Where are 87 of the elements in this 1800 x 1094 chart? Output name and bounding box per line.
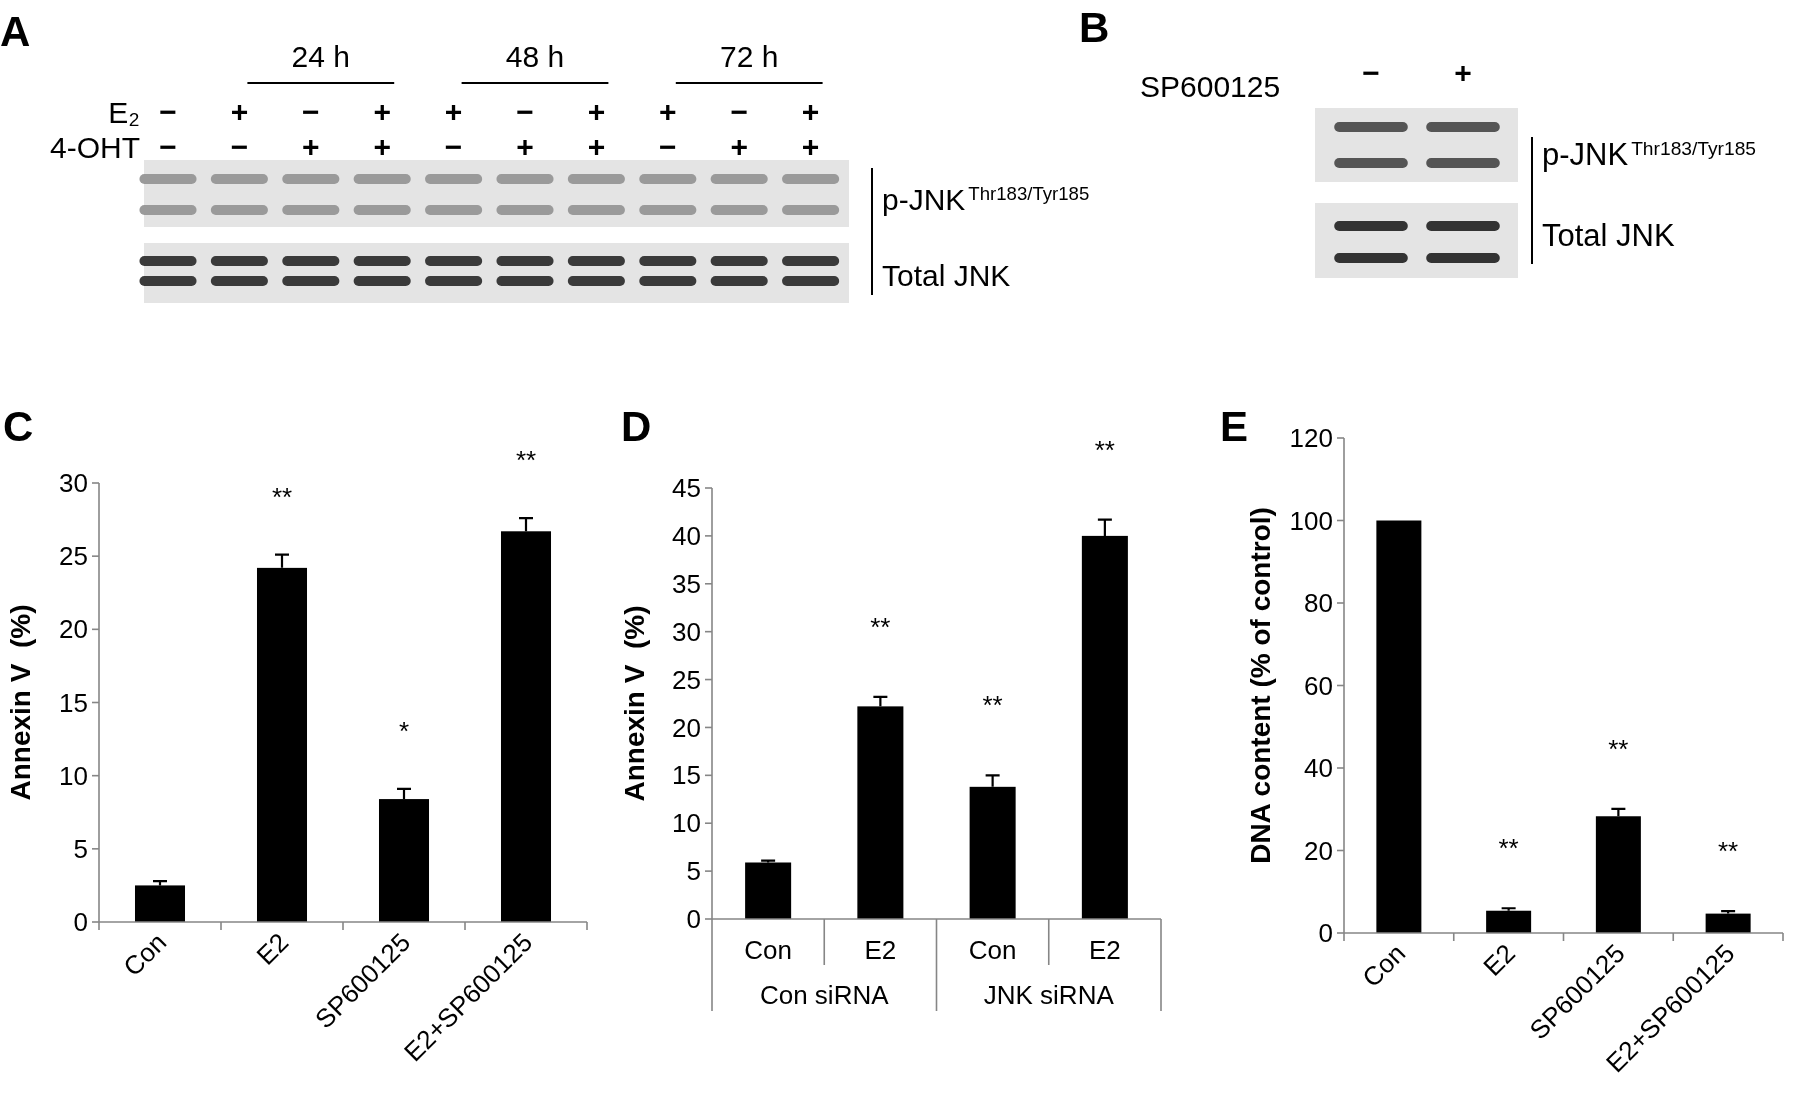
data-label: **: [515, 445, 537, 476]
text: JNK siRNA: [983, 980, 1115, 1010]
text: p-JNK$^{Thr183/Tyr185}$: [1542, 137, 1757, 172]
text: −: [302, 95, 320, 128]
text: +: [302, 130, 320, 163]
y-tick-label: 10: [59, 760, 88, 791]
text: −: [659, 130, 677, 163]
text: +: [801, 130, 820, 163]
text: −: [159, 95, 177, 128]
text: SP600125: [1140, 70, 1281, 103]
text: 4-OHT: [50, 131, 140, 164]
text: Con siRNA: [759, 980, 890, 1010]
x-tick-label: E2: [250, 927, 295, 971]
y-axis-title: Annexin V (%): [5, 604, 36, 801]
text: 72 h: [720, 40, 779, 73]
chart-title: C: [3, 403, 34, 450]
y-tick-label: 80: [1304, 588, 1333, 619]
chart-title: E: [1220, 403, 1249, 450]
text: +: [373, 130, 391, 163]
text: Total JNK: [882, 259, 1011, 292]
text: 48 h: [505, 40, 565, 73]
y-tick-label: 0: [73, 907, 88, 938]
x-tick-label: Con: [117, 927, 173, 982]
text: +: [516, 130, 534, 163]
bar: [745, 862, 792, 919]
y-tick-label: 20: [672, 712, 701, 743]
data-label: **: [1718, 836, 1739, 867]
text: −: [230, 130, 249, 163]
y-tick-label: 10: [672, 808, 701, 839]
y-tick-label: 15: [672, 760, 701, 791]
text: Total JNK: [1542, 218, 1675, 253]
y-tick-label: 35: [672, 568, 701, 599]
y-axis-title: Annexin V (%): [619, 605, 650, 802]
y-axis-title: DNA content (% of control): [1245, 507, 1276, 864]
bar: [1705, 913, 1751, 933]
text: −: [159, 130, 177, 163]
data-label: **: [870, 611, 891, 642]
x-tick-label: Con: [1356, 938, 1412, 993]
y-tick-label: 45: [672, 473, 701, 504]
y-tick-label: 60: [1304, 670, 1333, 701]
y-tick-label: 15: [59, 687, 88, 718]
text: −: [1362, 56, 1380, 89]
text: −: [444, 130, 463, 163]
y-tick-label: 20: [59, 614, 88, 645]
x-tick-label: Con: [744, 935, 792, 965]
text: +: [801, 95, 820, 128]
text: +: [373, 95, 391, 128]
y-tick-label: 40: [1304, 753, 1333, 784]
y-tick-label: 0: [686, 904, 701, 935]
y-tick-label: 5: [686, 856, 701, 887]
y-tick-label: 0: [1318, 918, 1333, 949]
text: +: [587, 95, 606, 128]
text: A: [0, 8, 31, 55]
text: p-JNK$^{Thr183/Tyr185}$: [882, 182, 1090, 216]
chart-title: D: [621, 403, 652, 450]
y-tick-label: 25: [672, 664, 701, 695]
y-tick-label: 40: [672, 520, 701, 551]
data-label: **: [271, 481, 293, 512]
text: +: [1454, 56, 1472, 89]
text: −: [516, 95, 534, 128]
y-tick-label: 25: [59, 541, 88, 572]
x-tick-label: E2: [864, 935, 897, 965]
bar: [1376, 520, 1422, 933]
x-tick-label: E2: [1477, 938, 1521, 982]
text: B: [1079, 4, 1110, 51]
data-label: **: [1498, 833, 1519, 864]
data-label: **: [1608, 733, 1629, 764]
bar: [1486, 910, 1532, 933]
data-label: **: [982, 690, 1003, 721]
y-tick-label: 100: [1289, 505, 1333, 536]
x-tick-label: E2: [1088, 935, 1121, 965]
text: +: [659, 95, 677, 128]
text: +: [444, 95, 463, 128]
y-tick-label: 120: [1289, 423, 1333, 454]
y-tick-label: 30: [672, 616, 701, 647]
y-tick-label: 5: [73, 833, 88, 864]
y-tick-label: 20: [1304, 835, 1333, 866]
data-label: **: [1094, 434, 1115, 465]
text: −: [730, 95, 748, 128]
y-tick-label: 30: [59, 468, 88, 499]
text: +: [587, 130, 606, 163]
text: E₂: [108, 96, 140, 129]
text: +: [230, 95, 249, 128]
x-tick-label: Con: [968, 935, 1017, 965]
text: 24 h: [291, 40, 350, 73]
data-label: *: [398, 715, 410, 746]
text: +: [730, 130, 748, 163]
